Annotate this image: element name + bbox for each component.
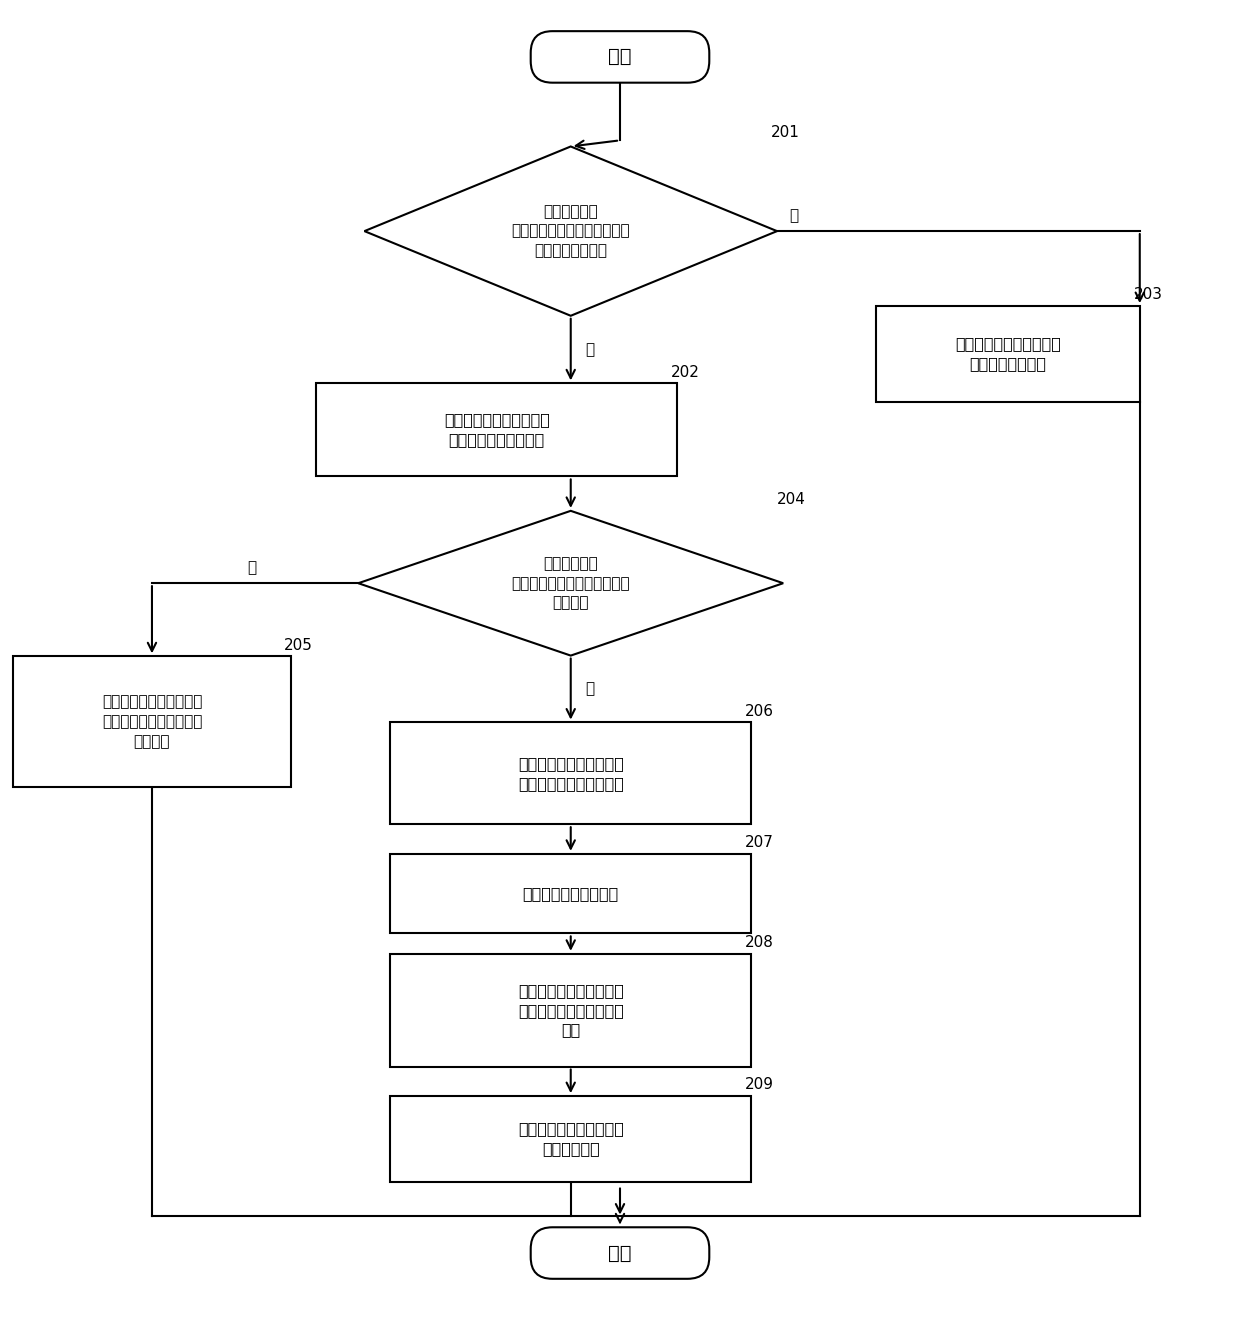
Text: 202: 202 <box>671 365 701 379</box>
Text: 204: 204 <box>777 493 806 507</box>
Text: 第一网络节点获取终端的
射频测量结果: 第一网络节点获取终端的 射频测量结果 <box>518 1122 624 1156</box>
Text: 201: 201 <box>771 125 800 140</box>
Text: 结束: 结束 <box>609 1243 631 1263</box>
Text: 206: 206 <box>745 704 774 719</box>
Polygon shape <box>358 511 784 655</box>
Text: 第二网络节点
判断是否接受第一网络节点的
测量请求: 第二网络节点 判断是否接受第一网络节点的 测量请求 <box>511 556 630 610</box>
Text: 第一网络节点向第二网络
节点发送测量请求消息: 第一网络节点向第二网络 节点发送测量请求消息 <box>444 412 549 448</box>
Text: 203: 203 <box>1135 287 1163 303</box>
Bar <box>875 306 1141 402</box>
Text: 第二网络节点根据测量目
标信息生成测量配置信息: 第二网络节点根据测量目 标信息生成测量配置信息 <box>518 756 624 791</box>
Bar <box>391 723 751 824</box>
Text: 第一网络节点
判断第一射频链路是否能够对
测量目标进行测量: 第一网络节点 判断第一射频链路是否能够对 测量目标进行测量 <box>511 203 630 259</box>
Text: 终端根据测量配置信息使
用第二射频链路实施射频
测量: 终端根据测量配置信息使 用第二射频链路实施射频 测量 <box>518 983 624 1037</box>
Text: 是: 是 <box>585 682 595 696</box>
FancyBboxPatch shape <box>531 32 709 83</box>
Text: 否: 否 <box>248 560 257 575</box>
Bar <box>316 383 677 477</box>
Text: 第二网络节点向第一网络
节点发送表示拒绝测量请
求的消息: 第二网络节点向第一网络 节点发送表示拒绝测量请 求的消息 <box>102 695 202 749</box>
FancyBboxPatch shape <box>531 1227 709 1279</box>
Bar <box>391 1096 751 1182</box>
Bar <box>14 657 290 787</box>
Polygon shape <box>365 147 777 316</box>
Text: 终端获取测量配置信息: 终端获取测量配置信息 <box>522 886 619 901</box>
Text: 是: 是 <box>585 342 595 357</box>
Text: 否: 否 <box>790 207 799 223</box>
Bar <box>391 853 751 934</box>
Text: 207: 207 <box>745 835 774 849</box>
Text: 205: 205 <box>284 638 314 653</box>
Text: 使用第一射频链路对测量
目标进行射频测量: 使用第一射频链路对测量 目标进行射频测量 <box>955 337 1061 371</box>
Text: 开始: 开始 <box>609 48 631 66</box>
Text: 208: 208 <box>745 935 774 950</box>
Bar <box>391 954 751 1066</box>
Text: 209: 209 <box>745 1078 774 1092</box>
